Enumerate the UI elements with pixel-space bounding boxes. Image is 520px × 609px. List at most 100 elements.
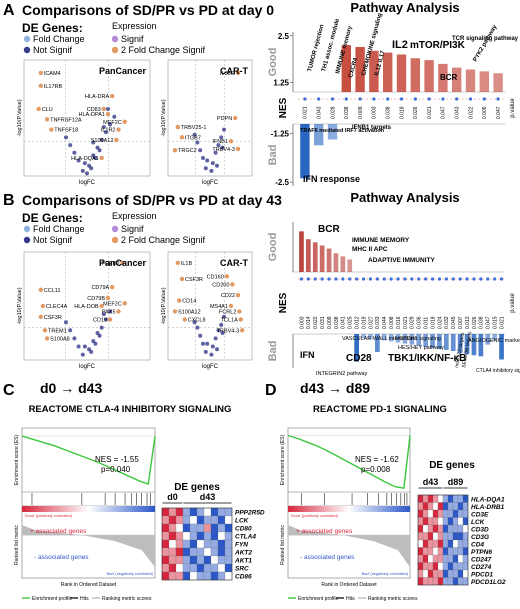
data-point	[215, 163, 219, 168]
comparison: d0 → d43	[40, 380, 102, 396]
heatmap-cell	[452, 577, 459, 586]
pvalue-text: 0.005	[482, 106, 488, 119]
pvalue-dot	[313, 277, 317, 281]
pvalue-dot	[493, 277, 497, 281]
pvalue-dot	[386, 97, 390, 101]
bar	[388, 334, 394, 342]
gene-point	[235, 293, 241, 298]
heatmap-cell	[422, 547, 429, 556]
heatmap-cell	[437, 517, 444, 526]
heatmap-cell	[457, 577, 464, 586]
pvalue-dot	[334, 277, 338, 281]
heatmap-cell	[442, 569, 449, 578]
pvalue-dot	[499, 277, 504, 281]
pathway-annotation: CXCR4	[348, 57, 359, 79]
legend-label: Ranking metric scores	[368, 596, 418, 602]
gene-label: MEF2C	[103, 120, 122, 126]
gene-label: LCK	[471, 519, 486, 526]
heatmap-cell	[452, 547, 459, 556]
heatmap-cell	[210, 507, 219, 517]
heatmap-cell	[224, 555, 233, 565]
gene-label: IL36G	[220, 71, 235, 77]
plot-frame	[167, 251, 253, 361]
heatmap-cell	[437, 569, 444, 578]
heatmap-cell	[447, 494, 454, 503]
gene-label: HLA-DRB1	[471, 504, 505, 511]
bar	[395, 334, 401, 343]
pvalue-text: 0.021	[427, 106, 433, 119]
gene-label: CD4	[471, 541, 484, 548]
gene-label: AKT1	[234, 558, 252, 565]
gene-label: PTPN6	[471, 549, 492, 556]
gene-label: HLA-DRA	[85, 94, 109, 100]
gene-point	[172, 309, 178, 314]
legend-label: Fold Change	[33, 224, 85, 234]
heatmap-cell	[427, 569, 434, 578]
x-axis-label: logFC	[202, 364, 219, 370]
heatmap-cell	[182, 523, 191, 533]
data-point	[219, 322, 224, 327]
heatmap-cell	[175, 531, 184, 541]
ranking-metric-area	[288, 525, 410, 568]
bar	[355, 47, 365, 92]
data-point	[97, 148, 102, 153]
data-point	[101, 125, 106, 130]
good-label: Good	[267, 48, 279, 77]
pathway-annotation: INTEGRIN2 pathway	[316, 371, 368, 377]
heatmap-cell	[175, 555, 184, 565]
plot-name: PanCancer	[99, 258, 147, 268]
bar	[438, 63, 448, 92]
heatmap-cell	[437, 562, 444, 571]
heatmap-cell	[452, 524, 459, 533]
heatmap-cell	[427, 517, 434, 526]
heatmap-cell	[175, 515, 184, 525]
bar	[444, 334, 449, 350]
gene-label: CD79A	[91, 285, 109, 291]
heatmap-cell	[422, 494, 429, 503]
data-point	[215, 347, 219, 352]
heatmap-cell	[462, 547, 469, 556]
pathway-annotation: MHC II APC	[352, 246, 388, 253]
heatmap-cell	[196, 547, 205, 557]
nes-label: NES = -1.62	[355, 455, 399, 464]
heatmap-cell	[217, 563, 226, 573]
pos-label: + associated genes	[296, 528, 353, 535]
data-point	[222, 127, 226, 132]
legend-swatch	[111, 225, 119, 233]
heatmap-cell	[422, 509, 429, 518]
panel-title: Comparisons of SD/PR vs PD at day 0	[22, 2, 274, 18]
data-point	[76, 158, 81, 163]
heatmap-cell	[417, 547, 424, 556]
pvalue-dot	[444, 277, 448, 281]
heatmap-cell	[175, 563, 184, 573]
gene-point	[38, 287, 43, 292]
data-point	[108, 309, 113, 314]
heatmap-cell	[447, 554, 454, 563]
gene-point	[120, 260, 125, 265]
pvalue-dot	[372, 97, 376, 101]
heatmap-cell	[224, 547, 233, 557]
heatmap-cell	[224, 531, 233, 541]
y-tick-label: -2.5	[275, 178, 289, 187]
data-point	[216, 328, 221, 333]
gene-label: IFNB1	[212, 139, 228, 145]
heatmap-cell	[161, 563, 170, 573]
heatmap-cell	[462, 502, 469, 511]
heatmap-cell	[457, 494, 464, 503]
gene-point	[238, 317, 243, 322]
heatmap-title: DE genes	[174, 482, 220, 493]
data-point	[192, 132, 197, 137]
data-point	[205, 341, 210, 346]
y-tick-label: 1.25	[273, 79, 289, 88]
gene-point	[40, 303, 46, 309]
heatmap-cell	[196, 555, 205, 565]
heatmap-cell	[427, 554, 434, 563]
heatmap-cell	[224, 539, 233, 549]
pvalue-label: p.value	[510, 98, 516, 118]
gene-label: CD14	[182, 299, 196, 305]
pvalue-text: 0.047	[496, 106, 502, 119]
pvalue-dot	[355, 277, 359, 281]
gene-label: HLA-DQA1	[71, 156, 99, 162]
bar	[423, 334, 428, 347]
heatmap-frame	[417, 494, 469, 586]
